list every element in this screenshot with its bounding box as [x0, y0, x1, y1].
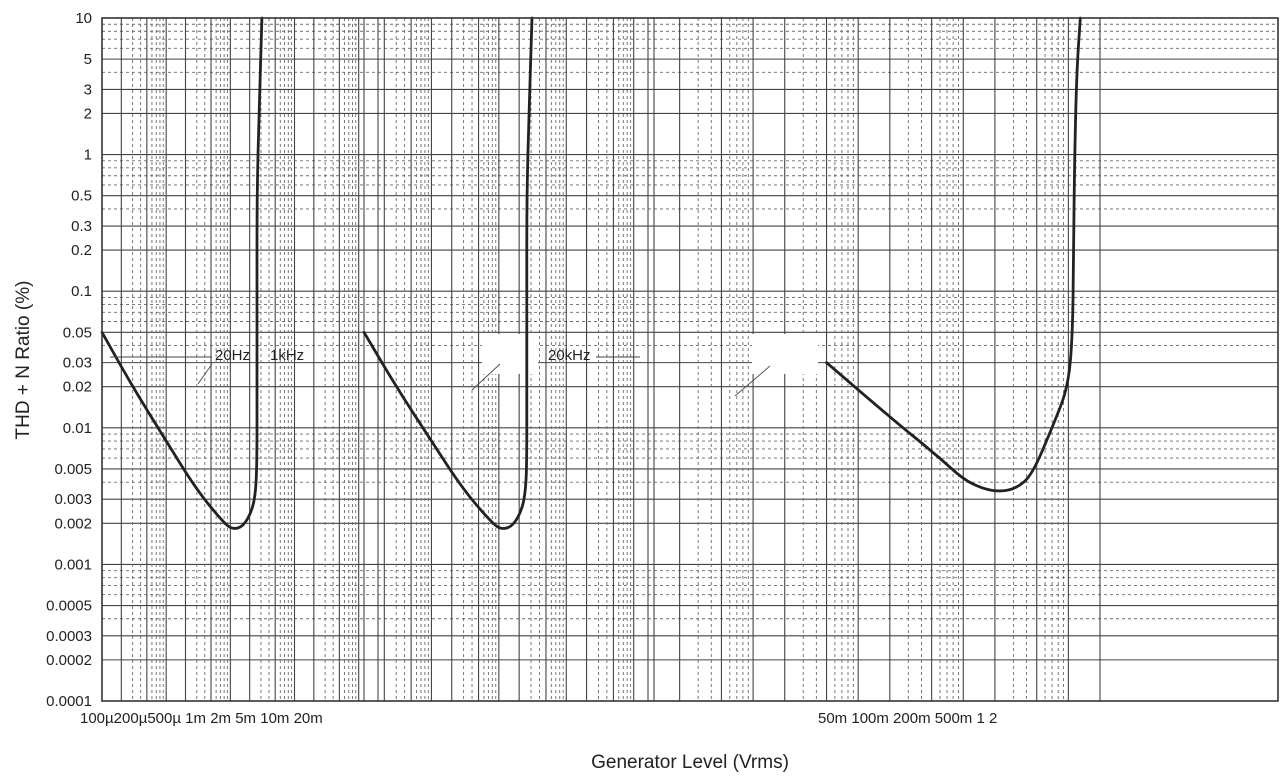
x-tick-label: 10m [256, 710, 289, 727]
y-tick-label: 0.3 [71, 218, 92, 235]
annotation-leader [197, 363, 213, 385]
label-masks [482, 334, 818, 374]
x-tick-label: 100m [847, 710, 889, 727]
x-tick-label: 20m [289, 710, 322, 727]
y-tick-label: 0.002 [54, 515, 92, 532]
y-tick-label: 10 [75, 10, 92, 27]
x-tick-label: 2m [206, 710, 231, 727]
x-tick-labels-right: 50m 100m 200m 500m 1 2 [818, 710, 997, 727]
annotation-leader [734, 365, 771, 397]
x-tick-labels-left: 100µ200µ500µ 1m 2m 5m 10m 20m [80, 710, 323, 727]
series-group [100, 16, 1082, 530]
series-line-20khz [825, 16, 1082, 493]
annotation-label: 1kHz [270, 347, 304, 364]
y-tick-label: 3 [84, 81, 92, 98]
x-tick-label: 500µ [147, 710, 181, 727]
y-tick-label: 0.2 [71, 242, 92, 259]
x-tick-label: 100µ [80, 710, 114, 727]
y-tick-label: 0.5 [71, 188, 92, 205]
plot-frame [101, 17, 1279, 702]
annotations: 20Hz 1kHz 20kHz [110, 347, 771, 397]
x-tick-label: 2 [985, 710, 998, 727]
label-mask [482, 334, 538, 374]
y-tick-label: 2 [84, 105, 92, 122]
annotation-leader [471, 363, 501, 391]
y-tick-labels: 10 5 3 2 1 0.5 0.3 0.2 0.1 0.05 0.03 0.02 0.01 0.005 0… [46, 10, 92, 710]
plot-background [102, 18, 1278, 701]
y-tick-label: 0.0002 [46, 652, 92, 669]
x-axis-title: Generator Level (Vrms) [591, 752, 789, 773]
y-tick-label: 0.02 [63, 379, 92, 396]
y-tick-label: 1 [84, 147, 92, 164]
y-tick-label: 0.003 [54, 491, 92, 508]
y-tick-label: 0.0005 [46, 598, 92, 615]
x-tick-label: 50m [818, 710, 847, 727]
y-tick-label: 0.05 [63, 324, 92, 341]
y-tick-label: 0.0003 [46, 628, 92, 645]
x-tick-label: 1m [181, 710, 206, 727]
x-tick-label: 500m [931, 710, 973, 727]
y-tick-label: 0.0001 [46, 693, 92, 710]
y-axis-title: THD + N Ratio (%) [13, 281, 34, 440]
annotation-label: 20kHz [548, 347, 591, 364]
x-tick-labels: 100µ200µ500µ 1m 2m 5m 10m 20m 50m 100m 20… [80, 710, 997, 727]
y-tick-label: 0.001 [54, 556, 92, 573]
y-tick-label: 0.03 [63, 355, 92, 372]
y-tick-label: 0.1 [71, 283, 92, 300]
x-tick-label: 200µ [114, 710, 148, 727]
x-tick-label: 1 [972, 710, 985, 727]
annotation-label: 20Hz [215, 347, 250, 364]
series-line-1khz [362, 16, 534, 530]
y-tick-label: 0.01 [63, 420, 92, 437]
y-tick-label: 0.005 [54, 461, 92, 478]
series-line-20hz [100, 16, 264, 530]
x-tick-label: 200m [889, 710, 931, 727]
x-tick-label: 5m [231, 710, 256, 727]
y-tick-label: 5 [84, 51, 92, 68]
label-mask [752, 334, 818, 374]
